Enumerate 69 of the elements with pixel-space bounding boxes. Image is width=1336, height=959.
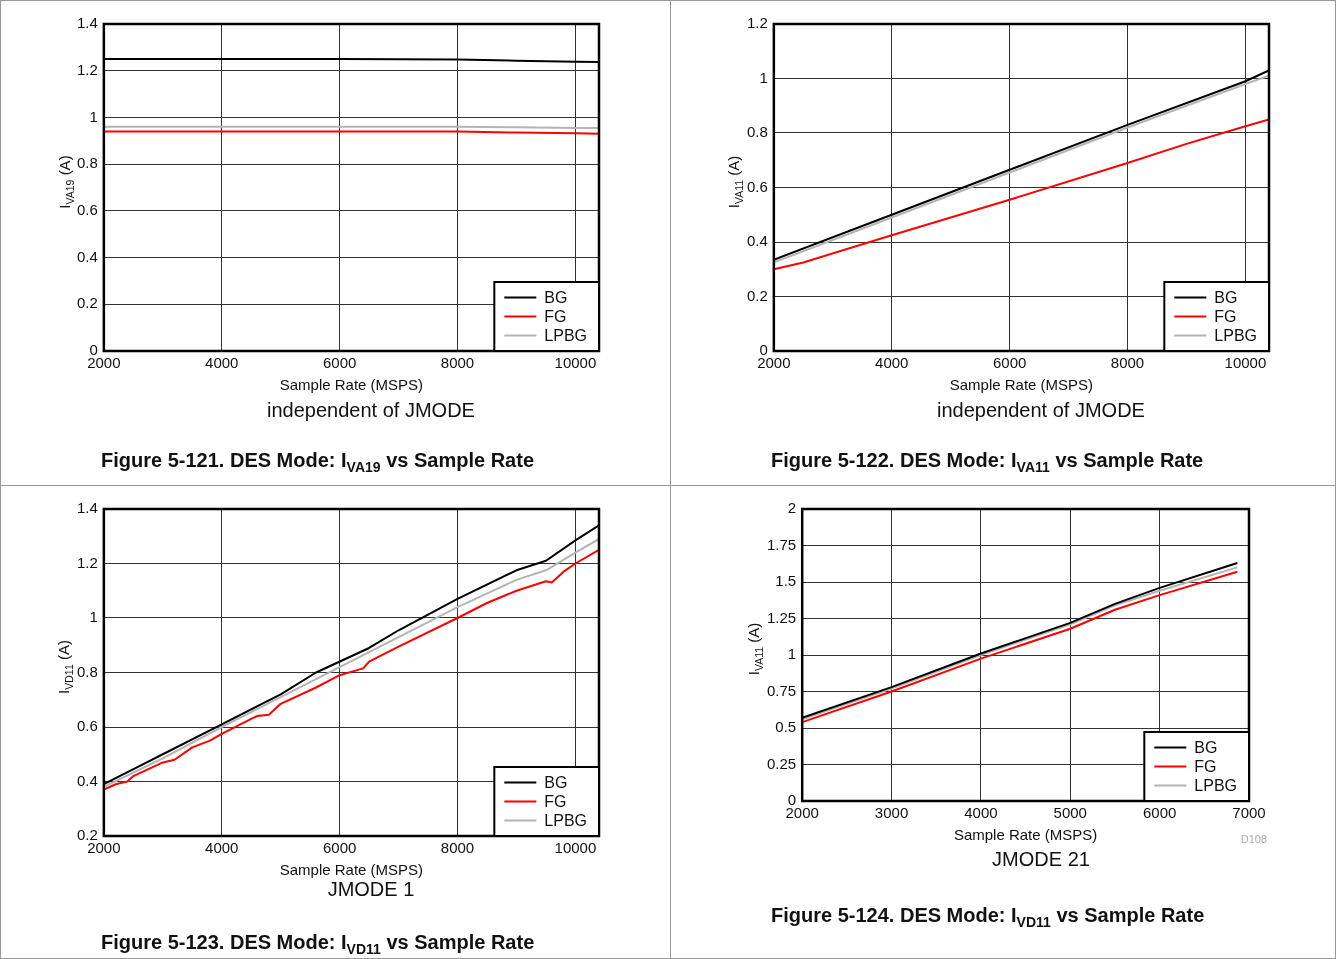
text: Figure 5-122. DES Mode: I$_{VA11}$ vs Sample Rate <box>771 449 1204 475</box>
legend-label: LPBG <box>544 326 587 344</box>
x-tick-label: 8000 <box>440 354 475 372</box>
y-tick-label: 1 <box>787 645 797 663</box>
legend-label: BG <box>1194 738 1218 756</box>
x-axis-title: Sample Rate (MSPS) <box>279 861 424 879</box>
y-tick-label: 1.2 <box>76 553 98 571</box>
x-tick-label: 6000 <box>322 839 357 857</box>
x-axis-title: Sample Rate (MSPS) <box>279 376 424 394</box>
x-tick-label: 4000 <box>205 354 239 372</box>
text: JMODE 1 <box>326 878 416 901</box>
legend-label: BG <box>1214 288 1238 306</box>
y-tick-label: 0.5 <box>775 718 797 736</box>
x-tick-label: 5000 <box>1053 804 1087 822</box>
x-axis-title: Sample Rate (MSPS) <box>949 376 1094 394</box>
y-tick-label: 1.4 <box>76 14 98 32</box>
y-tick-label: 0.2 <box>76 294 98 312</box>
x-tick-label: 6000 <box>992 354 1027 372</box>
legend-label: FG <box>544 307 567 325</box>
legend-label: BG <box>544 288 568 306</box>
legend-label: FG <box>1194 757 1217 775</box>
text: Figure 5-123. DES Mode: I$_{VD11}$ vs Sample Rate <box>101 931 535 957</box>
text: independent of JMODE <box>936 399 1146 422</box>
y-tick-label: 0.75 <box>766 681 797 699</box>
legend-label: LPBG <box>1214 326 1257 344</box>
legend-label: FG <box>1214 307 1237 325</box>
y-tick-label: 0.8 <box>76 154 98 172</box>
x-tick-label: 6000 <box>322 354 357 372</box>
y-tick-label: 0.8 <box>746 123 768 141</box>
y-tick-label: 2 <box>787 499 797 517</box>
legend-label: BG <box>544 773 568 791</box>
x-tick-label: 7000 <box>1232 804 1266 822</box>
x-tick-label: 10000 <box>554 839 597 857</box>
text: independent of JMODE <box>266 399 476 422</box>
x-tick-label: 8000 <box>1110 354 1145 372</box>
x-tick-label: 4000 <box>205 839 239 857</box>
y-tick-label: 0.6 <box>746 177 768 195</box>
text: Figure 5-124. DES Mode: I$_{VD11}$ vs Sample Rate <box>771 904 1205 930</box>
y-tick-label: 0.4 <box>76 247 98 265</box>
x-tick-label: 4000 <box>875 354 909 372</box>
y-tick-label: 0.25 <box>766 754 797 772</box>
x-tick-label: 3000 <box>874 804 909 822</box>
x-tick-label: 10000 <box>554 354 597 372</box>
x-tick-label: 8000 <box>440 839 475 857</box>
text: D108 <box>1240 832 1267 845</box>
y-tick-label: 0.8 <box>76 662 98 680</box>
y-tick-label: 1.75 <box>766 535 797 553</box>
y-tick-label: 0.4 <box>746 232 768 250</box>
y-tick-label: 0.6 <box>76 201 98 218</box>
y-tick-label: 1 <box>89 107 98 125</box>
y-tick-label: 1 <box>759 68 768 86</box>
legend-label: LPBG <box>544 811 587 829</box>
x-axis-title: Sample Rate (MSPS) <box>953 826 1098 844</box>
x-tick-label: 6000 <box>1142 804 1177 822</box>
y-tick-label: 0.2 <box>746 286 768 304</box>
text: Figure 5-121. DES Mode: I$_{VA19}$ vs Sample Rate <box>101 449 535 475</box>
y-tick-label: 1.25 <box>766 608 797 626</box>
y-tick-label: 1 <box>89 608 98 626</box>
legend-label: FG <box>544 792 567 810</box>
x-tick-label: 10000 <box>1224 354 1267 372</box>
y-tick-label: 1.5 <box>775 572 797 590</box>
y-tick-label: 1.4 <box>76 499 98 517</box>
y-tick-label: 0.6 <box>76 717 98 735</box>
text: JMODE 21 <box>991 848 1091 871</box>
legend-label: LPBG <box>1194 776 1237 794</box>
y-tick-label: 1.2 <box>76 60 98 78</box>
y-tick-label: 0.4 <box>76 771 98 789</box>
x-tick-label: 4000 <box>964 804 998 822</box>
y-tick-label: 1.2 <box>746 14 768 32</box>
